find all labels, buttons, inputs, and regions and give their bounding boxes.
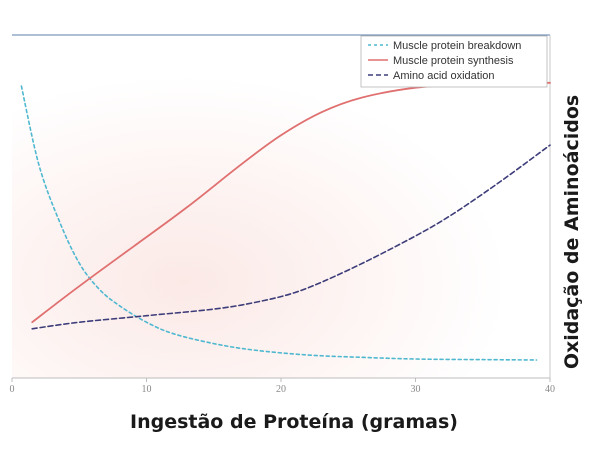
legend-box	[360, 35, 548, 88]
x-axis-ticks: 0 10 20 30 40	[10, 378, 555, 395]
x-tick-label: 0	[10, 384, 15, 395]
y-axis-title: Oxidação de Aminoácidos	[561, 95, 583, 369]
series-line-muscle-protein-breakdown	[20, 85, 538, 361]
legend-label: Muscle protein breakdown	[393, 40, 521, 52]
legend-entries: Muscle protein breakdown Muscle protein s…	[368, 40, 521, 82]
series-line-amino-acid-oxidation	[31, 144, 551, 330]
plot-background	[12, 35, 550, 378]
x-tick-label: 20	[276, 384, 286, 395]
legend-label: Amino acid oxidation	[393, 70, 495, 82]
legend: Muscle protein breakdown Muscle protein s…	[360, 35, 548, 88]
x-tick-label: 40	[545, 384, 555, 395]
x-tick-label: 10	[142, 384, 152, 395]
x-axis-title: Ingestão de Proteína (gramas)	[130, 411, 458, 433]
x-tick-label: 30	[411, 384, 421, 395]
legend-label: Muscle protein synthesis	[393, 55, 514, 67]
